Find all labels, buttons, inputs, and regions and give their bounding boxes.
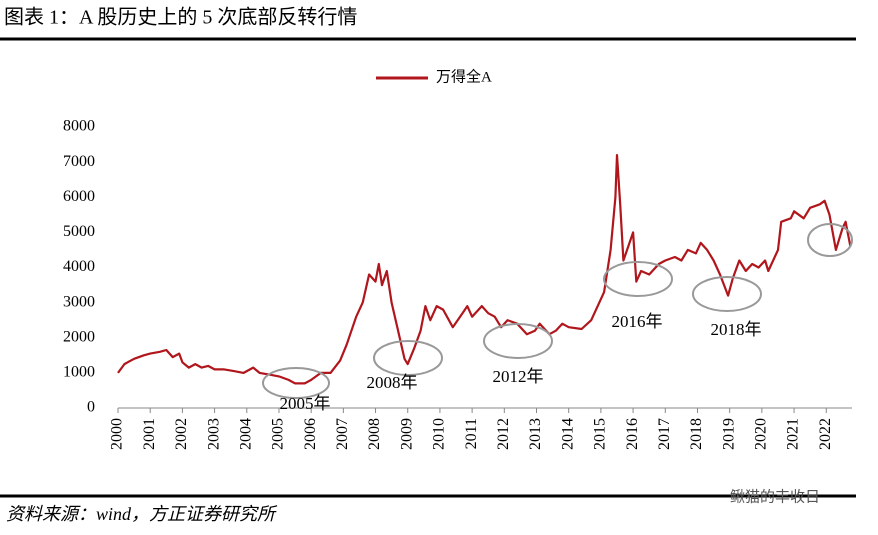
y-tick-label: 3000 xyxy=(63,293,95,310)
y-tick-label: 6000 xyxy=(63,188,95,205)
x-tick-label: 2008 xyxy=(366,418,383,450)
series-line xyxy=(117,154,852,385)
x-tick-label: 2014 xyxy=(559,418,576,450)
annotation-ellipse xyxy=(692,276,762,312)
x-tick-label: 2009 xyxy=(398,418,415,450)
x-tick-label: 2001 xyxy=(141,418,158,450)
x-tick-label: 2002 xyxy=(173,418,190,450)
watermark: 鳅猫的丰收日 xyxy=(730,488,820,506)
annotation-label: 2016年 xyxy=(612,312,663,331)
x-tick-label: 2016 xyxy=(624,418,641,450)
x-tick-label: 2017 xyxy=(656,418,673,450)
y-tick-label: 5000 xyxy=(63,223,95,240)
x-tick-label: 2020 xyxy=(753,418,770,450)
source-note: 资料来源：wind，方正证券研究所 xyxy=(6,504,278,524)
x-tick-label: 2010 xyxy=(431,418,448,450)
annotation-ellipse xyxy=(373,340,443,376)
x-tick-label: 2005 xyxy=(270,418,287,450)
x-tick-label: 2007 xyxy=(334,418,351,450)
x-tick-label: 2011 xyxy=(463,418,480,449)
x-tick-label: 2012 xyxy=(495,418,512,450)
y-tick-label: 4000 xyxy=(63,258,95,275)
x-tick-label: 2004 xyxy=(237,418,254,450)
y-tick-label: 7000 xyxy=(63,153,95,170)
y-tick-label: 1000 xyxy=(63,364,95,381)
x-tick-label: 2019 xyxy=(720,418,737,450)
annotation-label: 2012年 xyxy=(493,367,544,386)
annotation-label: 2018年 xyxy=(711,320,762,339)
x-tick-label: 2018 xyxy=(688,418,705,450)
chart-title: 图表 1：A 股历史上的 5 次底部反转行情 xyxy=(4,6,357,29)
x-tick-label: 2006 xyxy=(302,418,319,450)
x-tick-label: 2021 xyxy=(785,418,802,450)
y-tick-label: 2000 xyxy=(63,328,95,345)
x-tick-label: 2003 xyxy=(205,418,222,450)
annotation-ellipse xyxy=(483,323,553,359)
annotation-ellipse xyxy=(603,261,673,297)
legend-label: 万得全A xyxy=(436,67,492,85)
x-tick-label: 2013 xyxy=(527,418,544,450)
annotation-ellipse xyxy=(262,367,330,399)
y-tick-label: 0 xyxy=(87,399,95,416)
annotation-label: 2008年 xyxy=(367,373,418,392)
annotation-ellipse xyxy=(807,223,853,257)
x-tick-label: 2022 xyxy=(817,418,834,450)
x-tick-label: 2015 xyxy=(592,418,609,450)
annotation-label: 2005年 xyxy=(280,394,331,413)
x-tick-label: 2000 xyxy=(109,418,126,450)
y-tick-label: 8000 xyxy=(63,118,95,135)
